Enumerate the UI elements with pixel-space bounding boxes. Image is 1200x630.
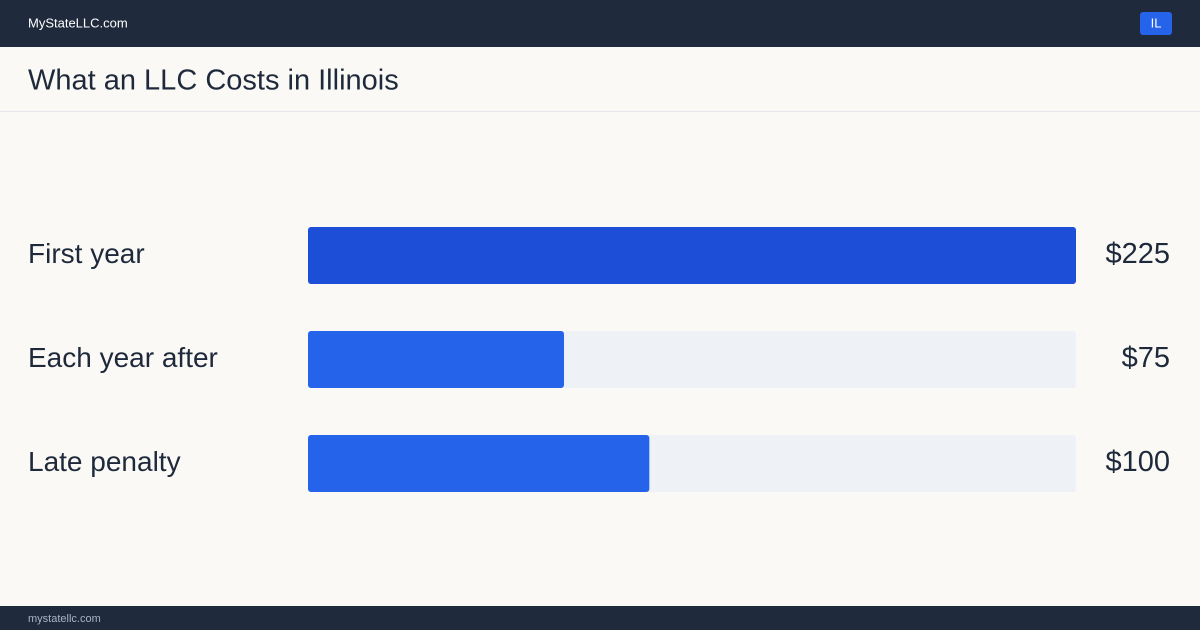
value-label: $225 [1105, 238, 1170, 270]
bar [308, 435, 650, 492]
value-label: $100 [1105, 446, 1170, 478]
bar [308, 331, 564, 388]
brand: MyStateLLC.com [28, 15, 128, 30]
category-label: Late penalty [28, 446, 181, 477]
category-label: First year [28, 238, 145, 269]
category-label: Each year after [28, 342, 218, 373]
chart-title: What an LLC Costs in Illinois [28, 65, 399, 97]
bar [308, 227, 1076, 284]
badge-bg [1140, 12, 1172, 35]
value-label: $75 [1122, 342, 1170, 374]
top-bar [0, 0, 1200, 47]
state-badge: IL [1151, 15, 1162, 30]
footer-url: mystatellc.com [28, 613, 101, 625]
footer-bar [0, 606, 1200, 630]
